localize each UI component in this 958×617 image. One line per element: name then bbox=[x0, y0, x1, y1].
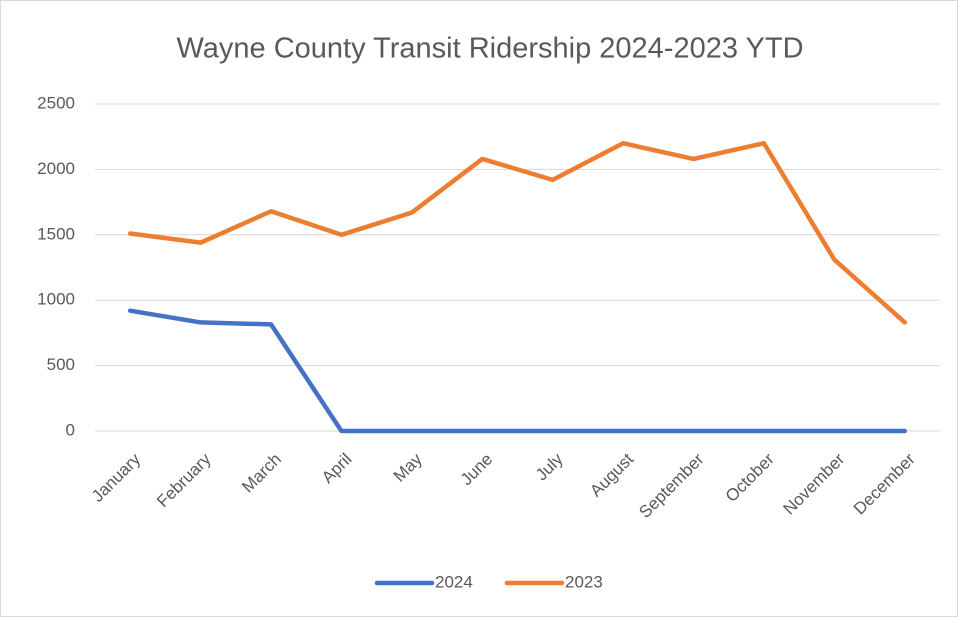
chart-title: Wayne County Transit Ridership 2024-2023… bbox=[176, 33, 803, 65]
legend-label: 2024 bbox=[435, 572, 473, 591]
y-tick-label: 0 bbox=[66, 420, 75, 439]
y-tick-label: 1000 bbox=[37, 290, 75, 309]
y-tick-label: 500 bbox=[47, 355, 75, 374]
legend-label: 2023 bbox=[565, 572, 603, 591]
y-tick-label: 2500 bbox=[37, 93, 75, 112]
y-tick-label: 1500 bbox=[37, 224, 75, 243]
series-line bbox=[127, 140, 908, 325]
series-line bbox=[127, 308, 908, 434]
y-tick-label: 2000 bbox=[37, 159, 75, 178]
